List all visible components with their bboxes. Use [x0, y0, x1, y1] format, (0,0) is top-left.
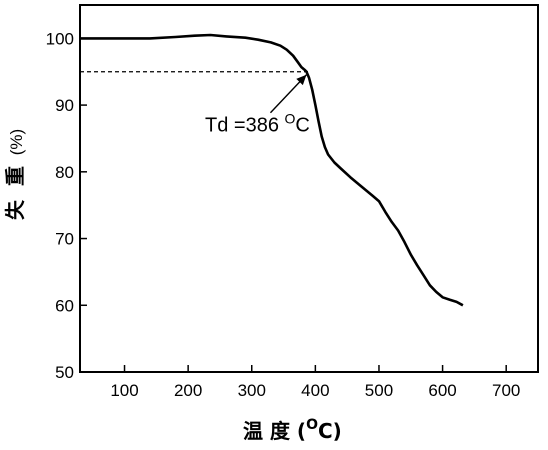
y-tick-label: 50 — [55, 363, 74, 382]
x-axis-ticks: 100 200 300 400 500 600 700 — [110, 365, 520, 400]
x-tick-label: 100 — [110, 381, 138, 400]
x-axis-label-unit: C) — [318, 419, 342, 443]
x-tick-label: 400 — [301, 381, 329, 400]
x-axis-label: 温 度 (OC) — [243, 417, 342, 443]
y-tick-label: 100 — [46, 29, 74, 48]
td-label-unit: C — [295, 115, 309, 137]
x-axis-label-sup: O — [306, 417, 318, 433]
y-tick-label: 80 — [55, 163, 74, 182]
x-tick-label: 500 — [365, 381, 393, 400]
annotation-arrowhead — [296, 74, 307, 86]
weight-loss-curve — [80, 33, 464, 307]
td-annotation: Td =386 OC — [205, 74, 310, 137]
y-axis-label-char-1: 失 — [3, 199, 27, 220]
y-axis-label-char-2: 重 — [3, 166, 27, 186]
y-tick-label: 70 — [55, 230, 74, 249]
td-label-main: Td =386 — [205, 115, 285, 137]
td-label-sup: O — [285, 111, 296, 127]
y-tick-label: 60 — [55, 296, 74, 315]
plot-frame — [79, 4, 539, 373]
y-axis-label-unit: (%) — [7, 129, 26, 155]
y-axis-ticks: 50 60 70 80 90 100 — [46, 29, 87, 382]
x-tick-label: 700 — [492, 381, 520, 400]
x-tick-label: 600 — [428, 381, 456, 400]
x-tick-label: 300 — [238, 381, 266, 400]
x-tick-label: 200 — [174, 381, 202, 400]
x-axis-label-main: 温 度 ( — [243, 419, 306, 443]
y-tick-label: 90 — [55, 96, 74, 115]
td-label: Td =386 OC — [205, 111, 310, 137]
